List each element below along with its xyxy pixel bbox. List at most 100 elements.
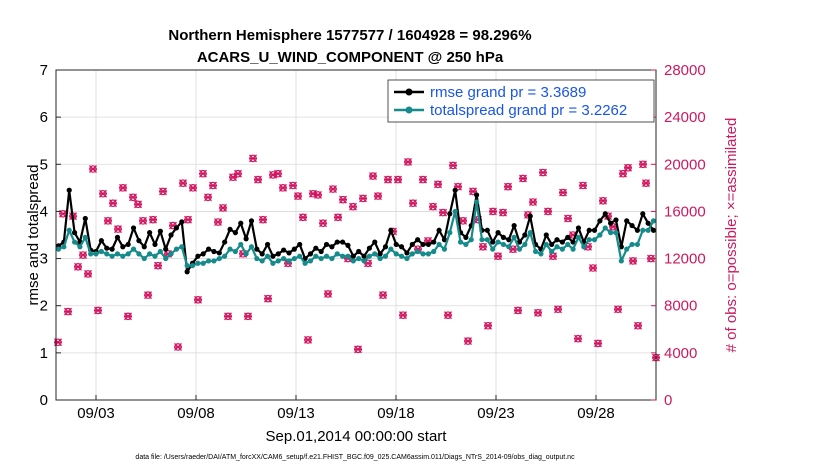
series-point — [291, 255, 297, 262]
series-point — [468, 237, 474, 243]
series-point — [484, 227, 490, 233]
series-point — [490, 239, 496, 245]
obs-count-point — [189, 183, 197, 192]
legend: rmse grand pr = 3.3689 totalspread grand… — [387, 79, 655, 123]
series-point — [570, 239, 576, 245]
series-point — [248, 244, 255, 250]
series-point — [270, 260, 276, 266]
obs-count-point — [324, 289, 332, 298]
obs-count-point — [99, 189, 107, 198]
obs-count-point — [319, 219, 327, 228]
obs-assimilated-marker — [329, 185, 337, 193]
obs-count-point — [419, 175, 427, 184]
y-left-tick-label: 0 — [40, 392, 48, 409]
obs-assimilated-marker — [599, 196, 607, 205]
obs-count-point — [129, 193, 137, 202]
y-right-tick-label: 28000 — [664, 62, 706, 79]
obs-assimilated-marker — [259, 215, 267, 224]
series-point — [645, 227, 651, 233]
series-point — [313, 253, 319, 259]
y-right-tick-label: 16000 — [664, 203, 706, 220]
obs-count-point — [134, 200, 142, 209]
obs-assimilated-marker — [544, 207, 552, 216]
obs-assimilated-marker — [294, 192, 302, 201]
series-point — [409, 241, 415, 248]
obs-count-point — [429, 202, 437, 211]
obs-count-point — [209, 181, 217, 190]
obs-assimilated-marker — [439, 208, 447, 217]
obs-assimilated-marker — [499, 208, 507, 217]
series-point — [98, 248, 104, 255]
series-point — [264, 241, 271, 248]
series-point — [275, 251, 281, 257]
series-point — [238, 241, 244, 248]
series-point — [404, 250, 410, 256]
obs-assimilated-marker — [129, 193, 137, 202]
obs-assimilated-marker — [209, 181, 217, 190]
obs-count-point — [379, 291, 387, 300]
obs-count-point — [289, 181, 297, 190]
obs-assimilated-marker — [514, 306, 522, 315]
obs-count-point — [304, 335, 312, 344]
series-point — [436, 227, 442, 233]
series-point — [173, 246, 180, 252]
y-right-tick-label: 24000 — [664, 109, 706, 126]
obs-assimilated-marker — [574, 334, 582, 343]
obs-assimilated-marker — [184, 215, 192, 224]
obs-count-point — [244, 312, 252, 321]
series-point — [259, 251, 265, 257]
series-point — [452, 187, 458, 193]
obs-assimilated-marker — [274, 169, 282, 178]
series-point — [549, 241, 555, 248]
obs-assimilated-marker — [519, 174, 527, 183]
obs-count-point — [329, 185, 337, 193]
series-point — [120, 253, 126, 259]
series-point — [602, 211, 608, 217]
obs-count-point — [124, 312, 132, 321]
series-point — [463, 234, 469, 240]
obs-assimilated-marker — [559, 188, 567, 197]
series-point — [634, 241, 641, 248]
obs-assimilated-marker — [154, 261, 162, 270]
series-point — [248, 218, 255, 224]
obs-count-point — [184, 215, 192, 224]
series-point — [420, 251, 426, 257]
obs-count-point — [364, 259, 372, 268]
series-point — [318, 255, 324, 262]
series-point — [130, 225, 137, 231]
series-point — [447, 211, 453, 217]
series-point — [500, 241, 507, 248]
obs-assimilated-marker — [279, 183, 287, 192]
series-point — [184, 263, 190, 269]
obs-assimilated-marker — [534, 308, 542, 317]
obs-count-point — [514, 306, 522, 315]
series-point — [147, 251, 153, 257]
series-lines — [55, 187, 657, 275]
series-point — [511, 222, 517, 229]
series-point — [168, 251, 174, 257]
series-point — [356, 255, 362, 262]
legend-rmse-label: rmse grand pr = 3.3689 — [430, 84, 586, 101]
obs-count-point — [154, 261, 162, 270]
series-point — [570, 246, 576, 252]
series-point — [163, 246, 169, 252]
series-point — [323, 253, 330, 259]
series-point — [189, 263, 196, 269]
obs-count-point — [529, 198, 537, 206]
obs-count-point — [229, 173, 237, 182]
series-point — [141, 255, 147, 262]
series-point — [205, 246, 212, 252]
obs-count-point — [79, 251, 87, 259]
series-point — [184, 269, 190, 275]
y-right-tick-label: 12000 — [664, 251, 706, 268]
series-point — [431, 248, 437, 255]
series-point — [61, 244, 67, 250]
obs-count-point — [299, 213, 307, 222]
obs-count-point — [624, 163, 632, 172]
series-point — [318, 248, 324, 255]
obs-count-point — [599, 196, 607, 205]
series-point — [286, 250, 292, 256]
obs-assimilated-marker — [74, 262, 82, 271]
obs-count-point — [259, 215, 267, 224]
obs-assimilated-marker — [134, 200, 142, 209]
